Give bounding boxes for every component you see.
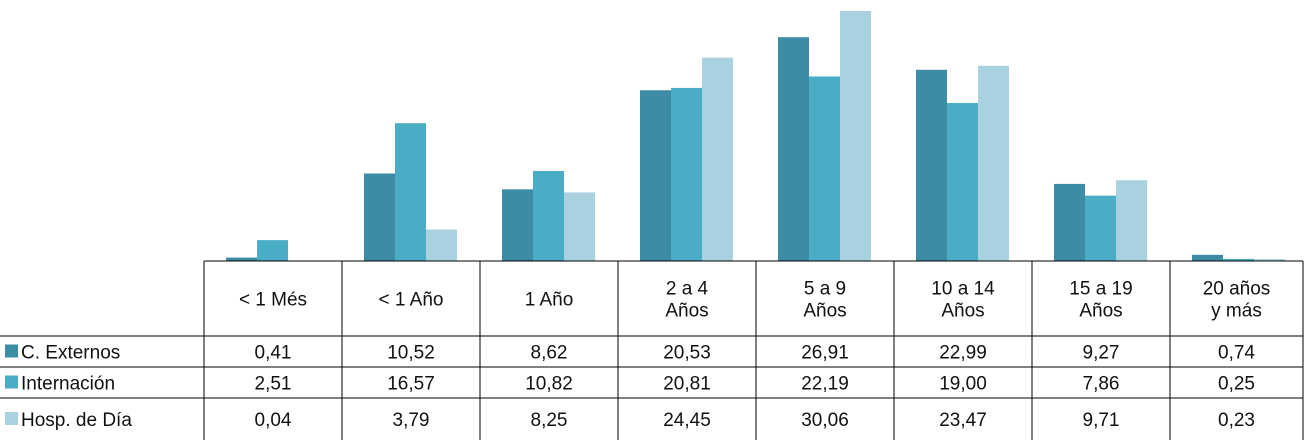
value-label-hosp-de-d-a-4: 30,06	[801, 410, 849, 431]
value-label-internaci-n-4: 22,19	[801, 374, 849, 395]
value-label-hosp-de-d-a-1: 3,79	[393, 410, 430, 431]
value-label-hosp-de-d-a-0: 0,04	[255, 410, 292, 431]
value-label-c-externos-7: 0,74	[1218, 343, 1255, 364]
bar-internaci-n-1	[395, 123, 426, 261]
category-label-4-line-1: Años	[803, 301, 846, 322]
value-label-internaci-n-2: 10,82	[525, 374, 573, 395]
bar-hosp-de-d-a-4	[840, 11, 871, 261]
value-label-c-externos-4: 26,91	[801, 343, 849, 364]
value-label-internaci-n-0: 2,51	[255, 374, 292, 395]
category-label-5-line-1: Años	[941, 301, 984, 322]
value-label-internaci-n-7: 0,25	[1218, 374, 1255, 395]
bar-hosp-de-d-a-3	[702, 57, 733, 261]
bar-hosp-de-d-a-6	[1116, 180, 1147, 261]
legend-label-internaci-n: Internación	[21, 374, 115, 395]
category-label-6-line-0: 15 a 19	[1069, 279, 1132, 300]
value-label-c-externos-2: 8,62	[531, 343, 568, 364]
value-label-internaci-n-6: 7,86	[1083, 374, 1120, 395]
bar-c-externos-0	[226, 257, 257, 261]
category-label-0: < 1 Més	[239, 290, 307, 311]
value-label-hosp-de-d-a-2: 8,25	[531, 410, 568, 431]
category-label-4-line-0: 5 a 9	[804, 279, 846, 300]
bar-internaci-n-4	[809, 76, 840, 261]
legend-label-c-externos: C. Externos	[21, 343, 120, 364]
value-label-c-externos-0: 0,41	[255, 343, 292, 364]
bar-internaci-n-5	[947, 102, 978, 261]
bar-c-externos-4	[778, 37, 809, 262]
value-label-internaci-n-5: 19,00	[939, 374, 987, 395]
value-label-c-externos-5: 22,99	[939, 343, 987, 364]
bar-internaci-n-7	[1223, 258, 1254, 261]
bar-internaci-n-3	[671, 87, 702, 262]
bar-hosp-de-d-a-5	[978, 65, 1009, 261]
category-label-3-line-1: Años	[665, 301, 708, 322]
category-label-1: < 1 Año	[379, 290, 444, 311]
bar-hosp-de-d-a-1	[426, 229, 457, 261]
legend-swatch-hosp-de-d-a	[5, 412, 18, 425]
category-label-2: 1 Año	[525, 290, 574, 311]
bar-internaci-n-6	[1085, 195, 1116, 261]
bars-layer	[226, 11, 1285, 262]
category-label-3-line-0: 2 a 4	[666, 279, 709, 300]
bar-c-externos-3	[640, 90, 671, 261]
legend-label-hosp-de-d-a: Hosp. de Día	[21, 410, 132, 431]
value-label-hosp-de-d-a-6: 9,71	[1083, 410, 1120, 431]
category-label-6-line-1: Años	[1079, 301, 1122, 322]
legend-swatch-c-externos	[5, 344, 18, 358]
bar-internaci-n-2	[533, 171, 564, 261]
value-label-c-externos-1: 10,52	[387, 343, 435, 364]
legend-swatch-internaci-n	[5, 375, 18, 389]
value-label-c-externos-3: 20,53	[663, 343, 711, 364]
bar-internaci-n-0	[257, 240, 288, 261]
value-label-hosp-de-d-a-5: 23,47	[939, 410, 987, 431]
bar-c-externos-7	[1192, 254, 1223, 261]
value-label-hosp-de-d-a-7: 0,23	[1218, 410, 1255, 431]
category-label-5-line-0: 10 a 14	[931, 279, 995, 300]
bar-hosp-de-d-a-7	[1254, 259, 1285, 261]
bar-c-externos-1	[364, 173, 395, 261]
category-label-7-line-0: 20 años	[1203, 279, 1271, 300]
bar-c-externos-6	[1054, 183, 1085, 261]
value-label-c-externos-6: 9,27	[1083, 343, 1120, 364]
value-label-internaci-n-3: 20,81	[663, 374, 711, 395]
bar-c-externos-2	[502, 189, 533, 261]
bar-hosp-de-d-a-2	[564, 192, 595, 261]
category-label-7-line-1: y más	[1211, 301, 1262, 322]
value-label-hosp-de-d-a-3: 24,45	[663, 410, 711, 431]
bar-c-externos-5	[916, 69, 947, 261]
value-label-internaci-n-1: 16,57	[387, 374, 435, 395]
